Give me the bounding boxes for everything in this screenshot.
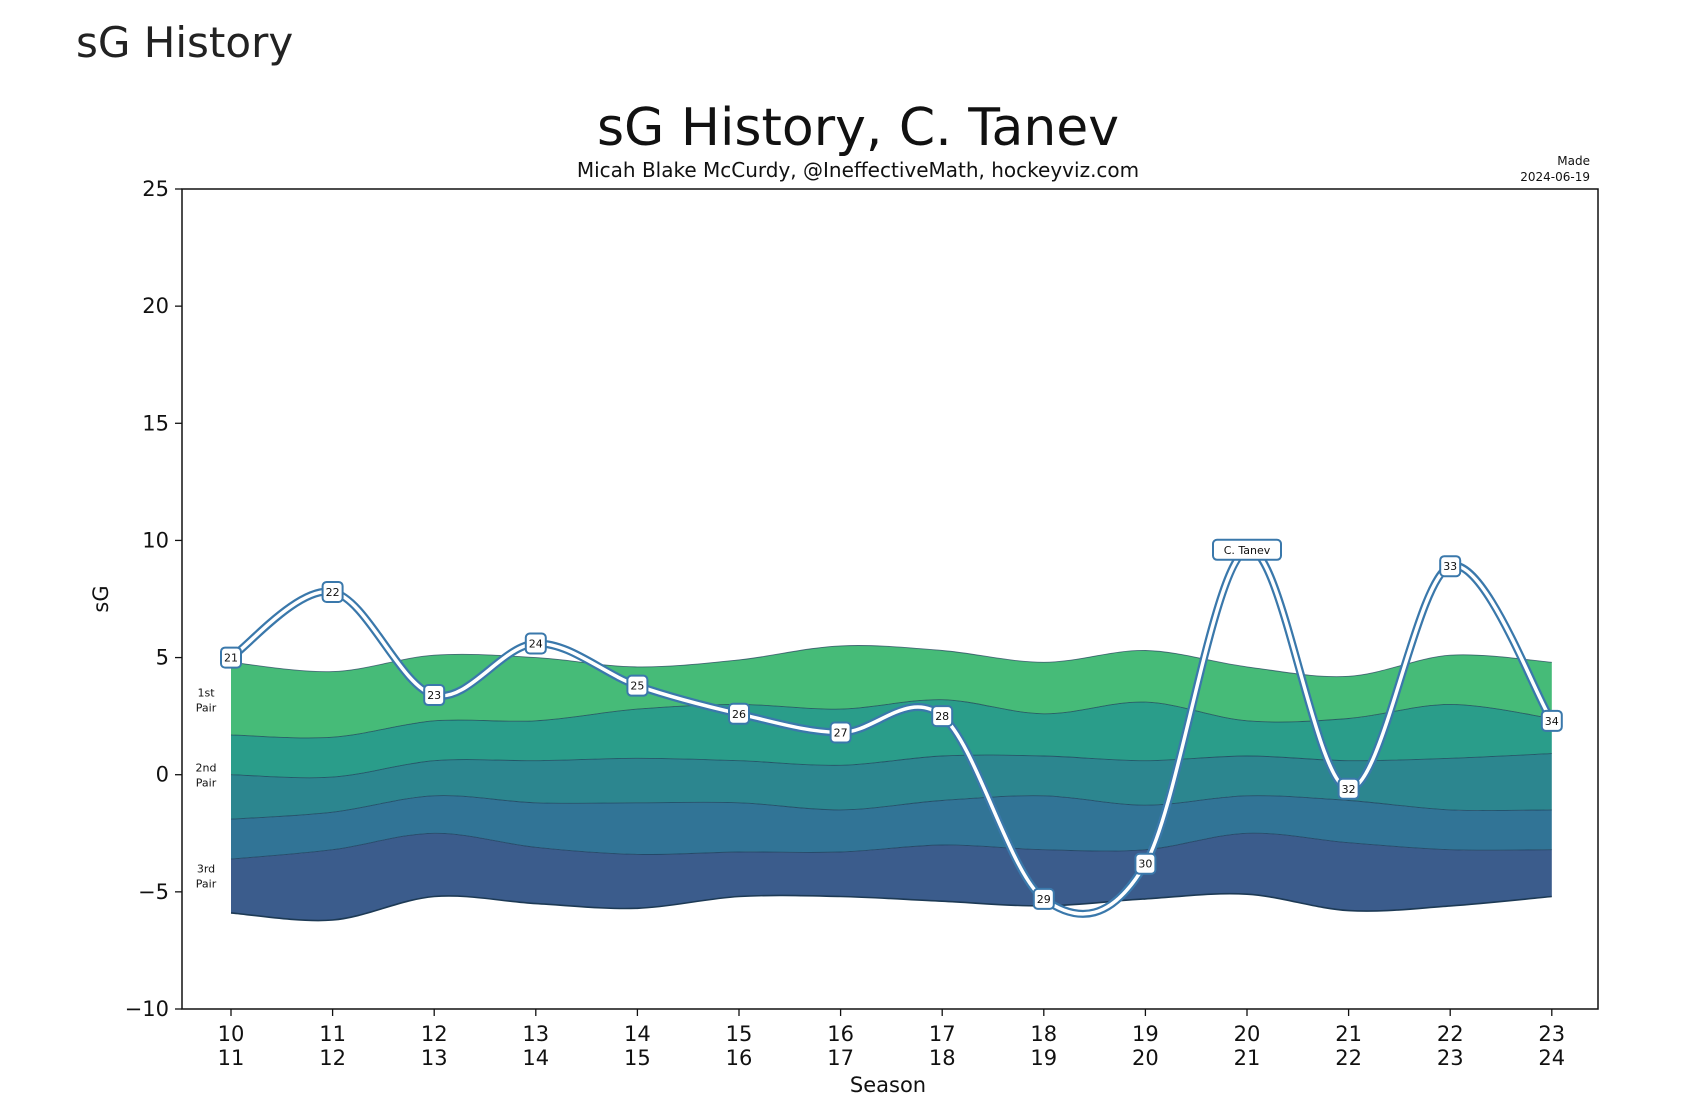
band-label-1-line1: 3rd bbox=[197, 862, 215, 875]
x-tick-label-bottom: 12 bbox=[319, 1046, 346, 1070]
x-tick-label-top: 22 bbox=[1437, 1022, 1464, 1046]
pair-band-4 bbox=[231, 699, 1552, 778]
point-label: 25 bbox=[630, 680, 644, 693]
point-label: 32 bbox=[1342, 783, 1356, 796]
band-label-2-line2: Pair bbox=[196, 777, 217, 790]
point-label: 29 bbox=[1037, 893, 1051, 906]
point-label-box bbox=[1032, 887, 1055, 910]
band-label-1-line2: Pair bbox=[196, 877, 217, 890]
x-axis-label: Season bbox=[850, 1073, 926, 1097]
made-label: Made bbox=[1557, 154, 1590, 168]
x-tick-label-bottom: 17 bbox=[827, 1046, 854, 1070]
pair-band-labels: 3rd Pair 2nd Pair 1st Pair bbox=[196, 687, 217, 891]
point-label: 26 bbox=[732, 708, 746, 721]
x-tick-label-top: 10 bbox=[218, 1022, 245, 1046]
pair-band-3 bbox=[231, 753, 1552, 820]
x-tick-label-top: 14 bbox=[624, 1022, 651, 1046]
band-boundary-0 bbox=[230, 892, 1552, 922]
point-label-box bbox=[423, 684, 446, 707]
point-label-box bbox=[220, 646, 242, 669]
y-tick-label: 10 bbox=[142, 528, 169, 552]
point-label: 27 bbox=[834, 727, 848, 740]
y-tick-label: 15 bbox=[142, 411, 169, 435]
made-date: 2024-06-19 bbox=[1520, 170, 1590, 184]
x-tick-label-top: 15 bbox=[726, 1022, 753, 1046]
point-label-box bbox=[524, 632, 547, 655]
pair-band-2 bbox=[231, 795, 1552, 860]
page-heading: sG History bbox=[76, 18, 294, 67]
x-tick-label-top: 18 bbox=[1030, 1022, 1057, 1046]
y-tick-label: 5 bbox=[156, 646, 169, 670]
point-label-box bbox=[321, 580, 344, 603]
y-tick-label: −10 bbox=[125, 997, 169, 1021]
band-label-3-line1: 1st bbox=[197, 687, 215, 700]
x-tick-label-bottom: 23 bbox=[1437, 1046, 1464, 1070]
band-boundary-4 bbox=[230, 699, 1552, 739]
x-tick-label-bottom: 18 bbox=[929, 1046, 956, 1070]
band-boundary-3 bbox=[230, 753, 1552, 779]
point-label-box bbox=[728, 702, 750, 725]
point-label: 30 bbox=[1138, 858, 1152, 871]
x-tick-label-top: 11 bbox=[319, 1022, 346, 1046]
axes: −10−505101520251011111212131314141515161… bbox=[125, 177, 1599, 1070]
x-tick-label-bottom: 24 bbox=[1538, 1046, 1565, 1070]
point-label-box bbox=[931, 705, 954, 728]
x-tick-label-top: 20 bbox=[1234, 1022, 1261, 1046]
x-tick-label-bottom: 16 bbox=[726, 1046, 753, 1070]
point-label: 34 bbox=[1545, 715, 1559, 728]
pair-bands bbox=[230, 645, 1552, 922]
point-label-box bbox=[829, 721, 852, 744]
point-label-box bbox=[1439, 555, 1462, 578]
x-tick-label-bottom: 15 bbox=[624, 1046, 651, 1070]
x-tick-label-bottom: 20 bbox=[1132, 1046, 1159, 1070]
y-tick-label: 0 bbox=[156, 763, 169, 787]
point-label-box bbox=[1212, 538, 1282, 561]
x-tick-label-top: 21 bbox=[1335, 1022, 1362, 1046]
chart-subtitle: Micah Blake McCurdy, @IneffectiveMath, h… bbox=[577, 158, 1139, 182]
point-label: 22 bbox=[326, 586, 340, 599]
chart-title: sG History, C. Tanev bbox=[597, 98, 1119, 158]
pair-band-1 bbox=[231, 833, 1552, 921]
point-label-box bbox=[1337, 777, 1360, 800]
point-label: 33 bbox=[1443, 560, 1457, 573]
x-tick-label-bottom: 21 bbox=[1234, 1046, 1261, 1070]
band-label-3-line2: Pair bbox=[196, 702, 217, 715]
plot-frame bbox=[181, 188, 1599, 1010]
x-tick-label-top: 12 bbox=[421, 1022, 448, 1046]
point-label-box bbox=[626, 674, 649, 697]
x-tick-label-top: 13 bbox=[522, 1022, 549, 1046]
player-points: 21 22 23 24 25 26 27 28 29 30 C. Tanev 32 33 34 bbox=[220, 538, 1563, 910]
point-label-box bbox=[1540, 709, 1563, 732]
point-label: C. Tanev bbox=[1224, 544, 1271, 557]
point-label: 23 bbox=[427, 689, 441, 702]
pair-band-5 bbox=[231, 645, 1552, 738]
x-tick-label-top: 17 bbox=[929, 1022, 956, 1046]
y-tick-label: 20 bbox=[142, 294, 169, 318]
band-label-2-line1: 2nd bbox=[196, 762, 217, 775]
point-label: 28 bbox=[935, 710, 949, 723]
x-tick-label-bottom: 14 bbox=[522, 1046, 549, 1070]
band-boundary-5 bbox=[230, 645, 1552, 678]
band-boundary-2 bbox=[230, 795, 1552, 820]
x-tick-label-bottom: 19 bbox=[1030, 1046, 1057, 1070]
x-tick-label-bottom: 13 bbox=[421, 1046, 448, 1070]
x-tick-label-top: 16 bbox=[827, 1022, 854, 1046]
y-tick-label: 25 bbox=[142, 177, 169, 201]
point-label: 21 bbox=[224, 652, 238, 665]
y-tick-label: −5 bbox=[138, 880, 169, 904]
band-boundary-1 bbox=[230, 832, 1552, 860]
x-tick-label-bottom: 11 bbox=[218, 1046, 245, 1070]
point-label: 24 bbox=[529, 638, 543, 651]
x-tick-label-top: 19 bbox=[1132, 1022, 1159, 1046]
x-tick-label-top: 23 bbox=[1538, 1022, 1565, 1046]
y-axis-label: sG bbox=[89, 585, 113, 612]
point-label-box bbox=[1134, 852, 1157, 875]
x-tick-label-bottom: 22 bbox=[1335, 1046, 1362, 1070]
